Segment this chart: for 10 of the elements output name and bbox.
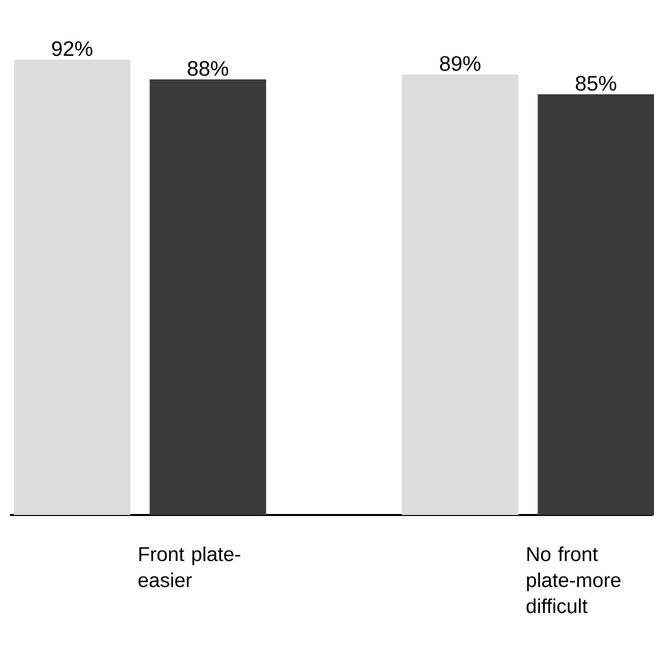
bar bbox=[14, 60, 130, 515]
data-label: 88% bbox=[188, 61, 228, 76]
bar bbox=[150, 79, 266, 515]
x-tick-label: No front plate-more difficult bbox=[526, 546, 620, 614]
data-label: 89% bbox=[440, 56, 480, 71]
bar bbox=[538, 94, 654, 515]
data-label: 92% bbox=[52, 41, 92, 56]
data-label: 85% bbox=[576, 76, 616, 91]
x-tick-label: Front plate-easier bbox=[138, 546, 240, 588]
bar bbox=[402, 74, 518, 515]
